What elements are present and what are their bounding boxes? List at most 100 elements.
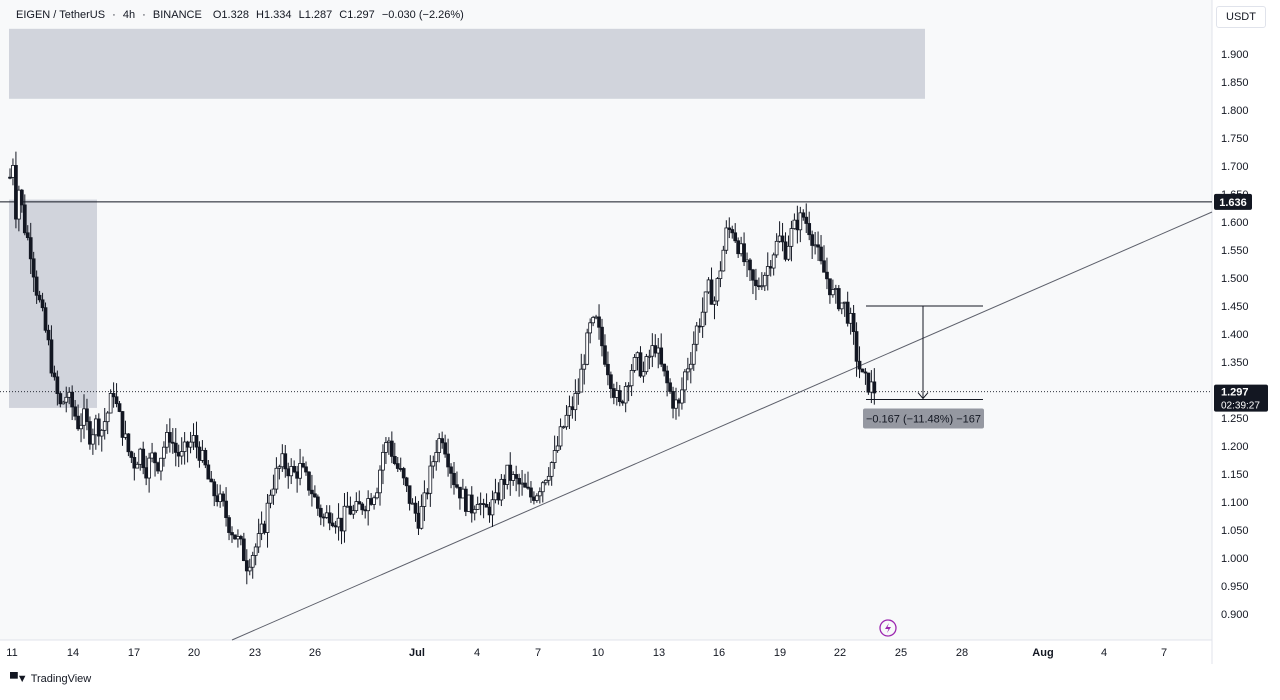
candle-body[interactable] (792, 219, 797, 229)
candle-body[interactable] (153, 452, 157, 464)
candle-body[interactable] (620, 401, 625, 404)
candle-body[interactable] (629, 370, 634, 387)
candle-body[interactable] (798, 212, 803, 231)
interval[interactable]: 4h (122, 9, 136, 21)
candle-body[interactable] (863, 371, 868, 374)
candle-body[interactable] (860, 368, 865, 373)
candle-body[interactable] (558, 426, 563, 447)
candle-body[interactable] (179, 451, 184, 457)
candle-body[interactable] (197, 446, 202, 461)
candle-body[interactable] (440, 438, 445, 444)
candle-body[interactable] (147, 457, 151, 479)
candle-body[interactable] (727, 227, 732, 230)
candle-body[interactable] (677, 399, 681, 404)
candle-body[interactable] (256, 533, 261, 548)
candle-body[interactable] (333, 525, 338, 528)
candle-body[interactable] (76, 415, 80, 430)
candle-body[interactable] (191, 435, 196, 443)
candle-body[interactable] (274, 467, 279, 490)
candle-body[interactable] (185, 441, 190, 448)
candle-body[interactable] (389, 440, 394, 457)
candle-body[interactable] (99, 429, 104, 437)
candle-body[interactable] (822, 260, 826, 273)
candle-body[interactable] (715, 278, 720, 302)
candle-body[interactable] (428, 465, 433, 494)
candle-body[interactable] (810, 234, 815, 246)
candle-body[interactable] (247, 566, 252, 572)
candle-body[interactable] (549, 462, 554, 477)
upper-supply-zone[interactable] (9, 28, 925, 99)
candle-body[interactable] (82, 408, 86, 426)
candle-body[interactable] (537, 491, 542, 497)
candle-body[interactable] (292, 466, 297, 473)
candle-body[interactable] (206, 464, 211, 480)
candle-body[interactable] (623, 385, 628, 404)
candle-body[interactable] (540, 482, 545, 493)
candle-body[interactable] (597, 316, 601, 328)
candle-body[interactable] (378, 469, 382, 494)
candle-body[interactable] (650, 345, 655, 357)
candle-body[interactable] (271, 488, 276, 496)
candle-body[interactable] (324, 512, 329, 518)
candle-body[interactable] (585, 332, 590, 365)
candle-body[interactable] (212, 481, 217, 497)
candle-body[interactable] (478, 503, 483, 505)
candle-body[interactable] (514, 474, 519, 479)
candle-body[interactable] (653, 345, 658, 354)
candle-body[interactable] (455, 484, 459, 488)
candle-body[interactable] (37, 294, 42, 301)
candle-body[interactable] (505, 464, 510, 485)
candle-body[interactable] (765, 266, 770, 276)
candle-body[interactable] (93, 418, 98, 436)
candle-body[interactable] (46, 329, 51, 341)
tradingview-brand[interactable]: ▀▼ TradingView (10, 673, 91, 685)
candle-body[interactable] (61, 401, 66, 405)
candle-body[interactable] (759, 285, 764, 288)
candle-body[interactable] (336, 517, 341, 528)
candle-body[interactable] (481, 503, 486, 505)
candle-body[interactable] (239, 536, 243, 540)
candle-body[interactable] (144, 467, 149, 479)
candle-body[interactable] (582, 363, 587, 370)
candle-body[interactable] (289, 466, 294, 477)
candle-body[interactable] (588, 322, 593, 334)
candle-body[interactable] (783, 241, 788, 260)
candle-body[interactable] (854, 331, 859, 362)
candle-body[interactable] (363, 509, 368, 512)
candle-body[interactable] (236, 536, 240, 540)
candle-body[interactable] (831, 289, 835, 296)
candle-body[interactable] (262, 523, 267, 533)
candle-body[interactable] (259, 523, 264, 535)
candle-body[interactable] (671, 391, 675, 409)
candle-body[interactable] (866, 372, 871, 393)
candle-body[interactable] (366, 498, 371, 512)
candle-body[interactable] (360, 503, 365, 511)
candle-body[interactable] (348, 505, 353, 515)
candle-body[interactable] (43, 307, 48, 331)
candle-body[interactable] (449, 466, 453, 474)
candle-body[interactable] (526, 486, 530, 489)
candle-body[interactable] (552, 450, 557, 463)
candle-body[interactable] (668, 382, 672, 392)
candle-body[interactable] (437, 438, 442, 453)
candle-body[interactable] (721, 249, 726, 272)
candle-body[interactable] (404, 477, 409, 487)
candle-body[interactable] (250, 555, 255, 568)
candle-body[interactable] (241, 538, 246, 562)
candle-body[interactable] (816, 244, 820, 248)
candle-body[interactable] (96, 418, 101, 437)
candle-body[interactable] (617, 390, 622, 403)
candle-body[interactable] (73, 406, 77, 417)
candle-body[interactable] (14, 165, 18, 220)
candle-body[interactable] (493, 492, 498, 501)
candle-body[interactable] (463, 488, 468, 512)
lightning-icon[interactable] (879, 619, 897, 637)
candle-body[interactable] (573, 393, 578, 411)
candle-body[interactable] (665, 370, 669, 384)
candle-body[interactable] (40, 299, 45, 309)
candle-body[interactable] (419, 506, 424, 529)
candle-body[interactable] (156, 462, 160, 472)
candle-body[interactable] (351, 510, 356, 515)
candle-body[interactable] (807, 223, 812, 236)
